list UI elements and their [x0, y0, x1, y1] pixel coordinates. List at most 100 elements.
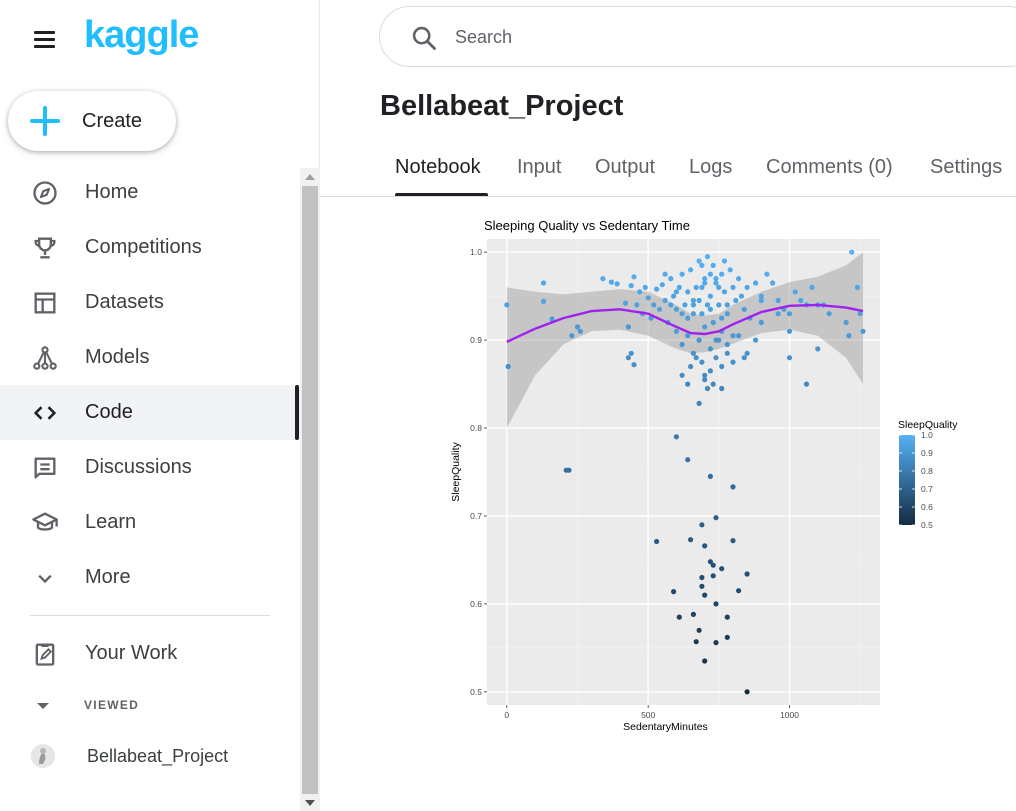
sidebar-item-learn[interactable]: Learn: [0, 495, 300, 550]
scatter-point: [631, 274, 637, 280]
scatter-point: [540, 280, 547, 286]
sidebar-item-discussions[interactable]: Discussions: [0, 440, 300, 495]
scatter-point: [713, 276, 719, 282]
scatter-point: [699, 262, 705, 268]
x-tick-label: 0: [504, 710, 509, 720]
school-icon: [32, 512, 58, 531]
scatter-point: [634, 302, 640, 308]
chat-icon: [34, 457, 56, 479]
scatter-point: [662, 271, 668, 277]
page-title: Bellabeat_Project: [380, 90, 624, 122]
kaggle-logo[interactable]: kaggle: [84, 14, 199, 56]
search-icon: [412, 26, 436, 50]
scatter-point: [690, 350, 696, 356]
scatter-point: [744, 689, 750, 695]
scatter-point: [730, 284, 736, 290]
sidebar-item-your-work[interactable]: Your Work: [0, 626, 300, 681]
scatter-point: [693, 355, 699, 361]
scatter-point: [688, 537, 694, 543]
scatter-point: [673, 289, 679, 295]
sidebar-item-home[interactable]: Home: [0, 165, 300, 220]
scatter-point: [676, 614, 682, 620]
scatter-point: [741, 306, 747, 312]
scatter-point: [685, 381, 691, 387]
scatter-point: [724, 311, 730, 317]
x-axis-label: SedentaryMinutes: [623, 721, 708, 733]
scatter-point: [704, 385, 711, 392]
scatter-point: [786, 328, 793, 334]
sidebar-item-more[interactable]: More: [0, 550, 300, 605]
scatter-point: [654, 538, 660, 545]
scatter-point: [719, 271, 725, 277]
scatter-point: [704, 254, 711, 260]
sidebar-item-models[interactable]: Models: [0, 330, 300, 385]
scatter-point: [637, 289, 643, 295]
scatter-point: [721, 258, 728, 264]
scatter-point: [600, 276, 606, 282]
scatter-point: [758, 293, 764, 299]
tab-label: Settings: [930, 156, 1003, 178]
scatter-point: [679, 341, 685, 348]
scatter-point: [679, 372, 685, 378]
chart-title: Sleeping Quality vs Sedentary Time: [484, 218, 690, 233]
scatter-point: [688, 363, 694, 370]
scatter-point: [710, 562, 716, 568]
scatter-point: [736, 276, 742, 282]
scatter-point: [741, 355, 747, 361]
sidebar-item-label: Competitions: [85, 236, 202, 258]
scatter-point: [688, 267, 694, 273]
legend-tick-label: 0.6: [921, 502, 933, 512]
sidebar-scrollbar[interactable]: [300, 168, 320, 811]
viewed-section-toggle[interactable]: VIEWED: [0, 692, 300, 720]
scatter-point: [786, 355, 793, 361]
sidebar-item-datasets[interactable]: Datasets: [0, 275, 300, 330]
scatter-point: [719, 363, 725, 370]
scatter-point: [671, 293, 677, 299]
scatter-point: [690, 302, 696, 308]
scatter-point: [716, 302, 722, 308]
scatter-point: [563, 467, 569, 473]
scrollbar-thumb[interactable]: [302, 186, 318, 794]
scatter-point: [764, 271, 770, 277]
scatter-point: [569, 333, 575, 339]
sidebar-item-competitions[interactable]: Competitions: [0, 220, 300, 275]
scatter-point: [540, 298, 547, 304]
scatter-point: [699, 583, 705, 589]
scatter-point: [504, 302, 510, 308]
x-tick-label: 500: [641, 710, 655, 720]
scatter-point: [724, 350, 730, 356]
search-input[interactable]: [455, 25, 955, 49]
scatter-point: [679, 271, 685, 277]
scroll-up-arrow-icon[interactable]: [305, 174, 315, 180]
scatter-point: [736, 588, 742, 594]
legend-tick-label: 0.8: [921, 466, 933, 476]
scroll-down-arrow-icon[interactable]: [305, 800, 315, 806]
scatter-point: [753, 337, 759, 343]
scatter-point: [849, 249, 855, 255]
tab-label: Logs: [689, 156, 733, 178]
recent-item[interactable]: Bellabeat_Project: [0, 735, 300, 777]
scatter-point: [574, 324, 581, 330]
y-tick-label: 0.5: [470, 687, 482, 697]
scatter-point: [846, 333, 852, 339]
search-bar[interactable]: [379, 6, 1016, 67]
scatter-point: [642, 284, 648, 290]
tab-label: Comments (0): [766, 156, 893, 178]
scatter-point: [696, 400, 702, 406]
legend-title: SleepQuality: [898, 419, 958, 431]
scatter-point: [724, 634, 730, 640]
hamburger-menu-icon[interactable]: [27, 22, 61, 56]
scatter-point: [857, 311, 863, 317]
create-button[interactable]: Create: [8, 91, 176, 151]
scatter-point: [702, 372, 708, 378]
tab-label: Input: [517, 156, 562, 178]
clipboard-edit-icon: [35, 643, 55, 666]
tab-notebook[interactable]: Notebook: [395, 148, 488, 197]
scatter-point: [682, 302, 688, 308]
scatter-point: [696, 297, 702, 304]
y-axis-label: SleepQuality: [450, 441, 462, 501]
scatter-point: [707, 271, 713, 277]
scatter-point: [730, 359, 736, 365]
scatter-point: [699, 574, 705, 581]
sidebar-item-code[interactable]: Code: [0, 385, 300, 440]
